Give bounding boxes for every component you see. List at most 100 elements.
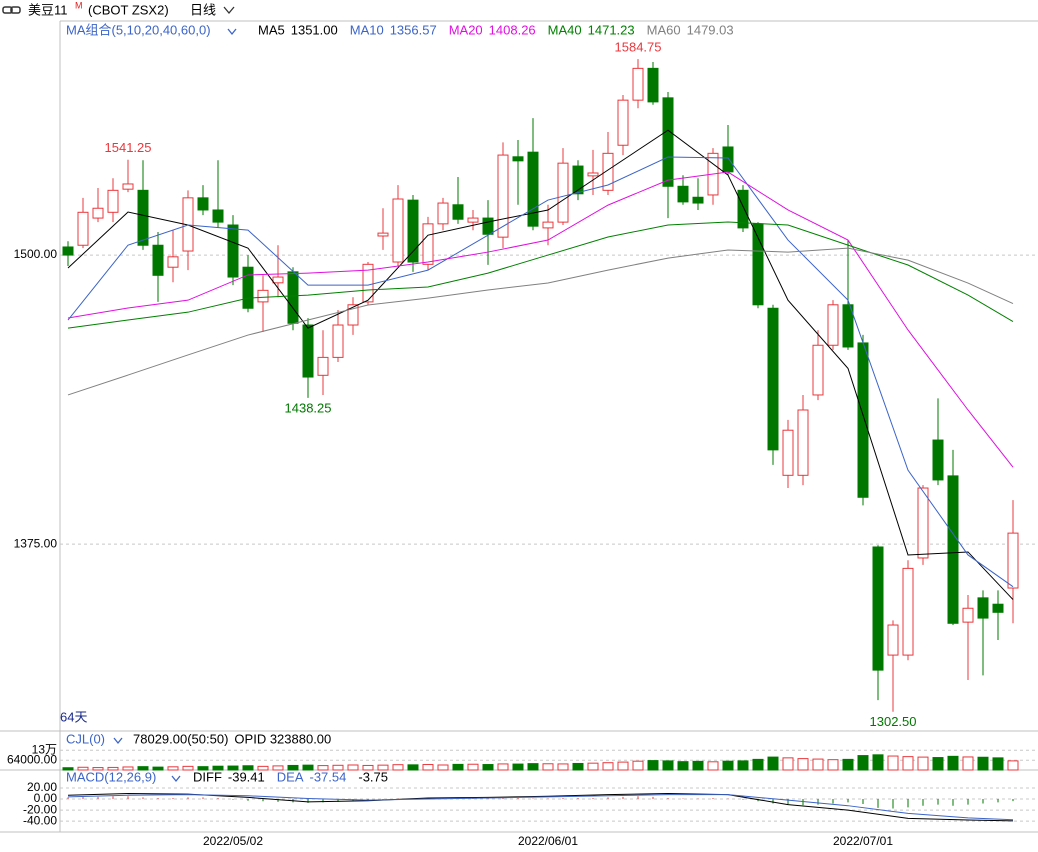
volume-bar <box>662 760 674 771</box>
volume-bar <box>632 760 644 771</box>
candle-body <box>92 207 104 219</box>
candle-body <box>422 223 434 265</box>
candle-body <box>737 189 749 229</box>
candle-body <box>722 146 734 173</box>
extreme-label: 1541.25 <box>105 140 152 155</box>
dropdown-chevron[interactable] <box>171 775 181 783</box>
candle-body <box>542 221 554 229</box>
volume-bar <box>152 766 164 771</box>
candle-body <box>347 304 359 326</box>
candle-body <box>767 307 779 451</box>
candle-body <box>152 244 164 276</box>
volume-bar <box>932 757 944 771</box>
volume-bar <box>422 764 434 771</box>
candle-body <box>437 202 449 225</box>
candle-body <box>272 276 284 284</box>
legend-value: 1351.00 <box>291 22 338 37</box>
volume-bar <box>977 756 989 771</box>
legend-name: MA5 <box>258 22 285 37</box>
volume-bar <box>347 764 359 771</box>
dropdown-chevron[interactable] <box>223 6 235 15</box>
volume-bar <box>842 758 854 771</box>
candle-body <box>407 199 419 263</box>
candle-body <box>827 304 839 346</box>
candle-body <box>1007 532 1019 589</box>
volume-bar <box>197 766 209 771</box>
candle-body <box>77 211 89 246</box>
extreme-label: 1302.50 <box>870 714 917 729</box>
candle-body <box>587 172 599 177</box>
ma-line <box>67 247 1014 396</box>
volume-bar <box>722 760 734 771</box>
volume-bar <box>617 761 629 771</box>
panel-title: MA组合(5,10,20,40,60,0) <box>66 22 211 37</box>
ma-line <box>67 171 1014 468</box>
candle-body <box>467 217 479 223</box>
volume-bar <box>707 761 719 771</box>
candle-body <box>632 67 644 101</box>
y-tick-label: 0.00 <box>34 791 58 805</box>
candle-body <box>227 224 239 278</box>
range-label: 64天 <box>60 709 87 724</box>
legend-value: 1408.26 <box>489 22 536 37</box>
candle-body <box>572 165 584 195</box>
candle-body <box>452 204 464 220</box>
candle-body <box>242 266 254 309</box>
candle-body <box>557 162 569 223</box>
candle-body <box>602 152 614 191</box>
volume-bar <box>887 755 899 771</box>
extreme-label: 1438.25 <box>285 400 332 415</box>
candle-body <box>992 603 1004 613</box>
candle-body <box>917 487 929 559</box>
candle-body <box>677 185 689 203</box>
volume-bar <box>677 761 689 771</box>
candle-body <box>947 475 959 624</box>
ma-line <box>67 794 1014 821</box>
legend-name: DIFF <box>193 769 222 784</box>
y-tick-label: -40.00 <box>23 813 57 827</box>
volume-bar <box>77 766 89 771</box>
volume-bar <box>167 766 179 771</box>
volume-bar <box>527 763 539 771</box>
x-tick-label: 2022/05/02 <box>203 834 263 848</box>
symbol[interactable]: 美豆11 <box>28 2 68 17</box>
legend-name: MA20 <box>449 22 483 37</box>
candle-body <box>482 217 494 235</box>
candle-body <box>902 567 914 656</box>
volume-bar <box>377 764 389 771</box>
volume-bar <box>857 755 869 771</box>
volume-bar <box>602 762 614 771</box>
volume-bar <box>137 766 149 771</box>
dropdown-chevron[interactable] <box>113 737 123 745</box>
volume-bar <box>257 765 269 771</box>
y-tick-label: 64000.00 <box>7 752 57 766</box>
dropdown-chevron[interactable] <box>227 28 237 36</box>
candle-body <box>377 232 389 237</box>
candle-body <box>287 271 299 324</box>
volume-bar <box>332 764 344 771</box>
legend-name: DEA <box>277 769 304 784</box>
candle-body <box>62 246 74 256</box>
volume-bar <box>482 764 494 771</box>
candle-body <box>107 189 119 213</box>
candle-body <box>857 342 869 498</box>
volume-bar <box>512 763 524 771</box>
volume-bar <box>452 763 464 771</box>
y-tick-label: 1375.00 <box>14 536 58 550</box>
volume-bar <box>647 760 659 771</box>
legend-name: MA40 <box>548 22 582 37</box>
candle-body <box>887 624 899 656</box>
volume-bar <box>782 757 794 771</box>
legend-value: -37.54 <box>310 769 347 784</box>
volume-bar <box>122 766 134 771</box>
link-icon <box>2 6 21 14</box>
candle-body <box>752 223 764 306</box>
x-tick-label: 2022/07/01 <box>833 834 893 848</box>
volume-bar <box>1007 760 1019 771</box>
volume-bar <box>437 764 449 771</box>
legend-name: MA10 <box>350 22 384 37</box>
period[interactable]: 日线 <box>190 2 216 17</box>
volume-bar <box>752 758 764 771</box>
legend-value: 1471.23 <box>588 22 635 37</box>
